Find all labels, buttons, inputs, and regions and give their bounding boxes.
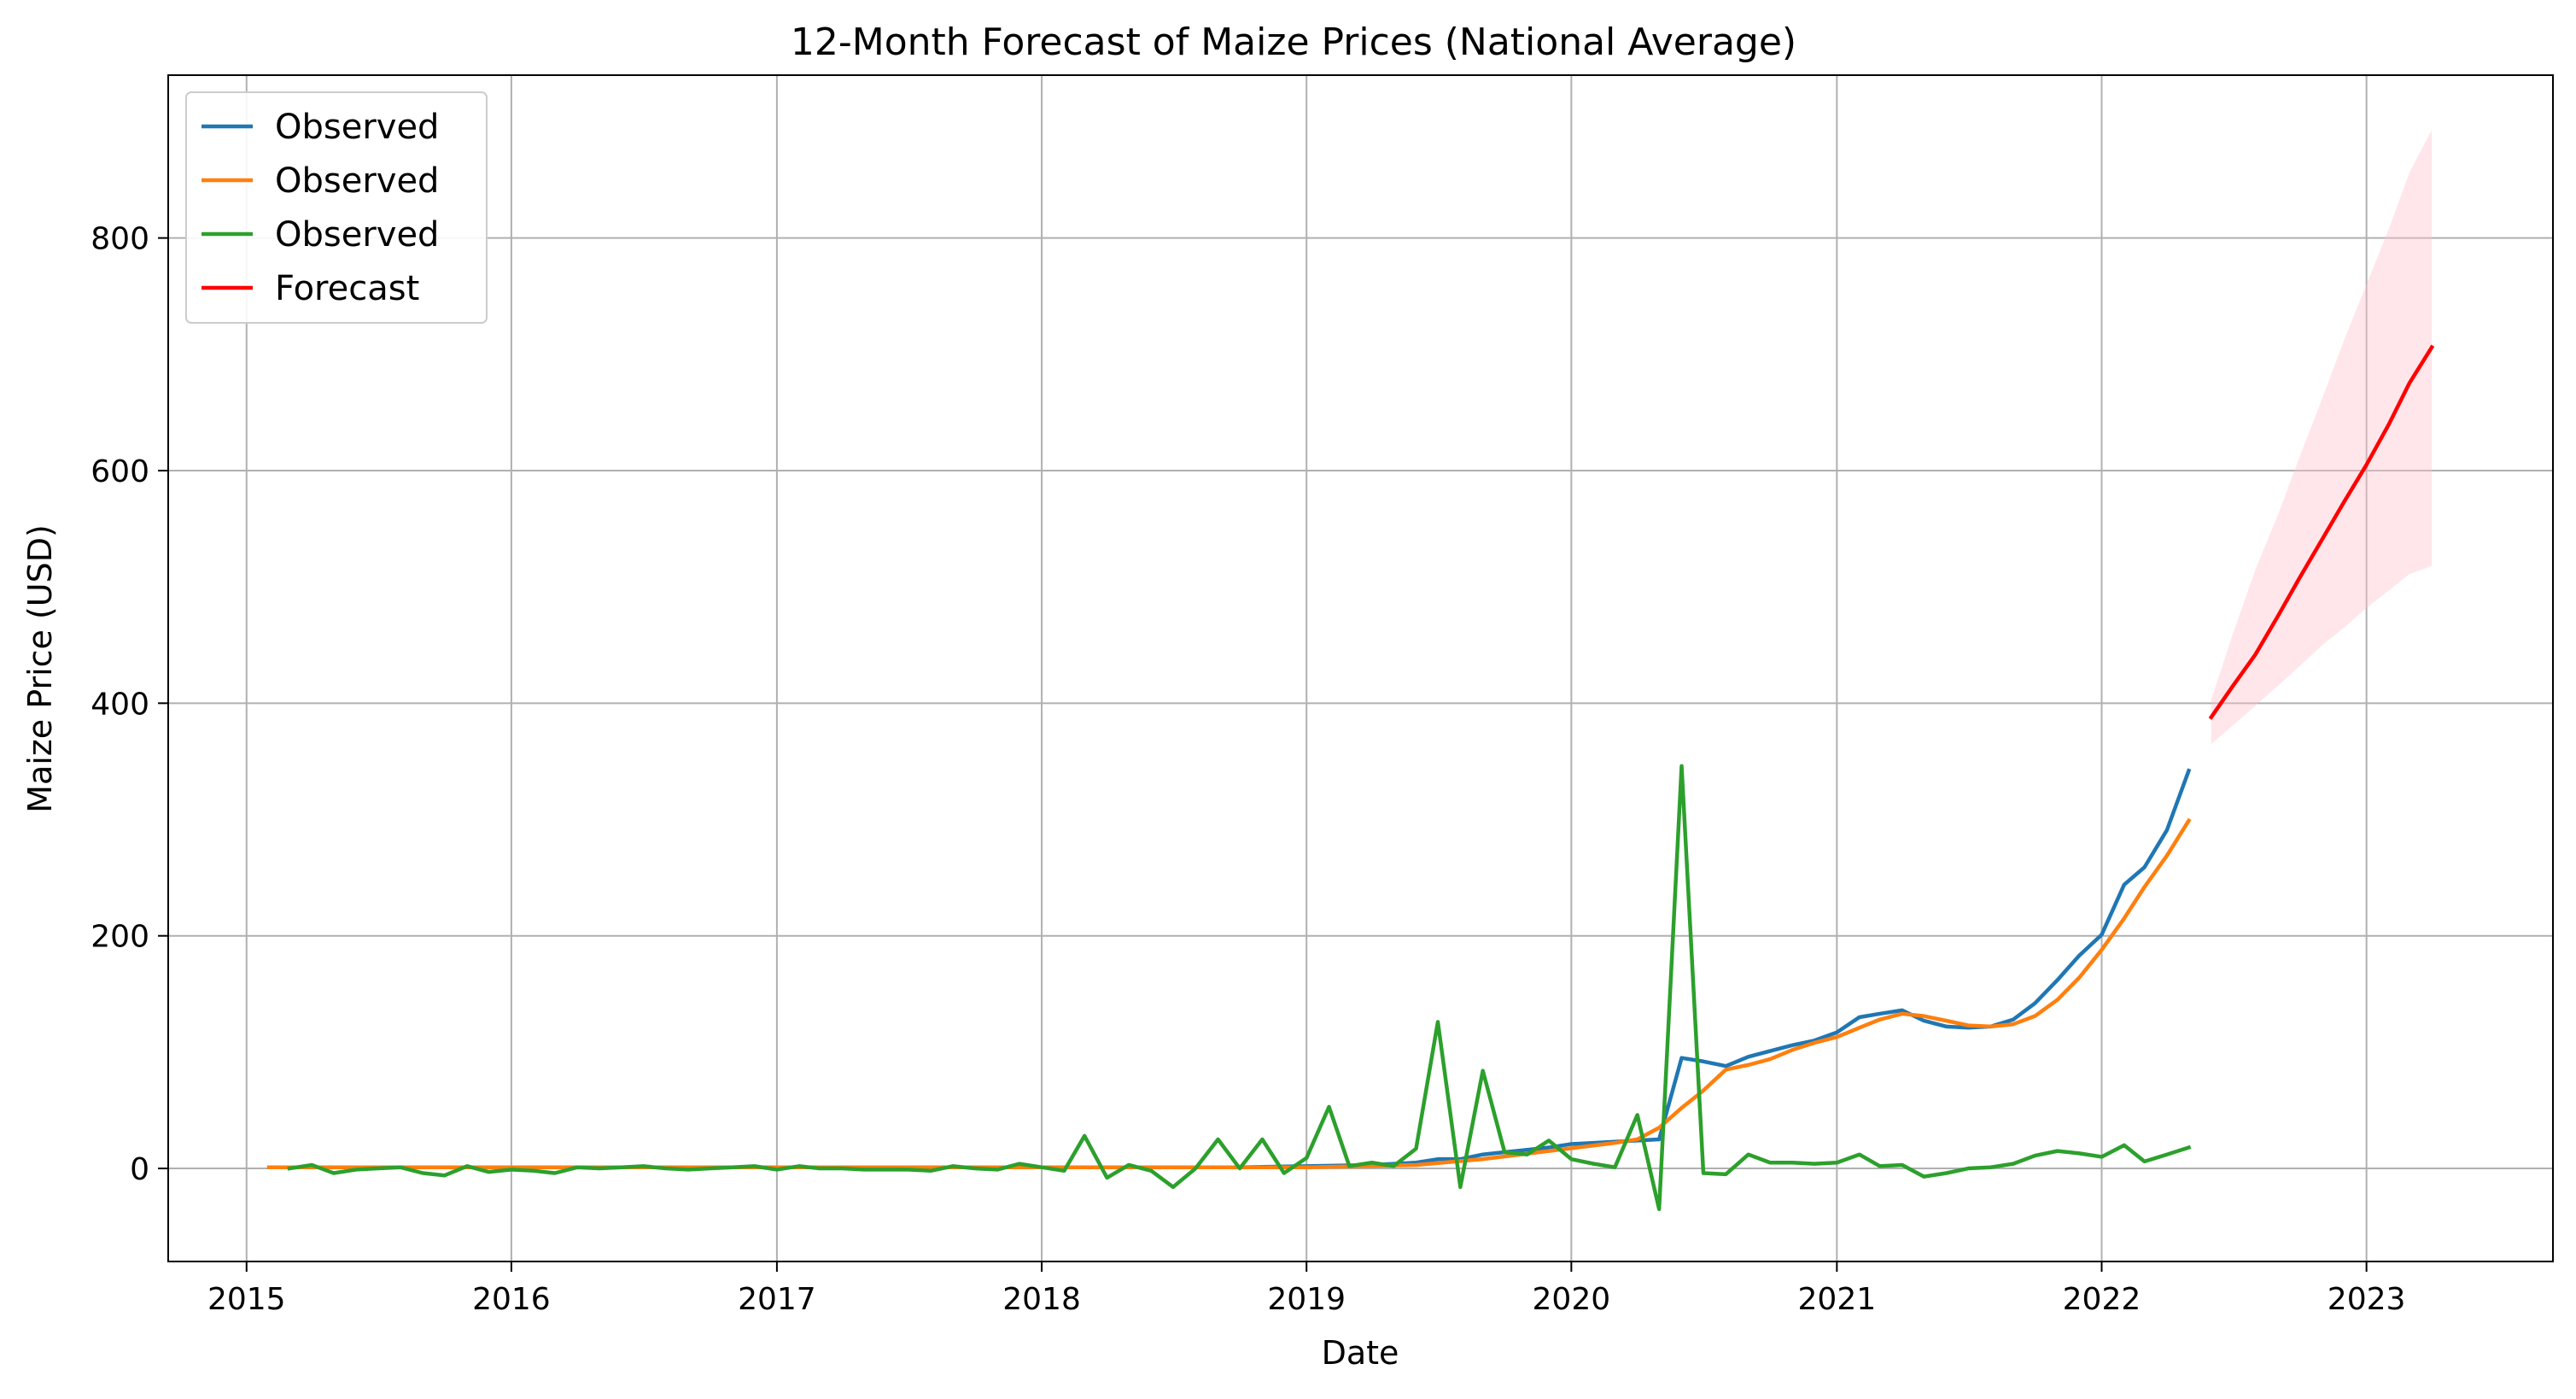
observed-line-orange: [266, 817, 2192, 1169]
forecast-line: [2208, 344, 2435, 720]
legend-label: Observed: [275, 161, 439, 201]
confidence-band-layer: [2211, 130, 2433, 745]
x-tick-label: 2015: [207, 1282, 286, 1317]
x-tick-label: 2019: [1267, 1282, 1346, 1317]
y-tick-label: 0: [130, 1152, 149, 1187]
legend-box: [185, 91, 488, 324]
plot-frame: [167, 74, 2554, 1262]
observed-line-green: [287, 764, 2192, 1211]
y-tick-label: 400: [91, 687, 149, 722]
x-tick-label: 2016: [472, 1282, 551, 1317]
x-tick-label: 2020: [1533, 1282, 1611, 1317]
series-layer: [266, 344, 2435, 1211]
grid: [168, 75, 2553, 1261]
x-tick-label: 2021: [1798, 1282, 1877, 1317]
forecast-confidence-band: [2211, 130, 2433, 745]
x-tick-label: 2022: [2063, 1282, 2141, 1317]
legend: Observed Observed Observed Forecast: [185, 91, 488, 324]
y-axis-label: Maize Price (USD): [21, 524, 59, 813]
legend-label: Observed: [275, 108, 439, 147]
x-axis-label: Date: [1322, 1334, 1399, 1372]
y-tick-label: 200: [91, 920, 149, 955]
y-tick-label: 800: [91, 222, 149, 257]
x-tick-label: 2023: [2328, 1282, 2406, 1317]
x-tick-label: 2018: [1002, 1282, 1081, 1317]
legend-label: Forecast: [275, 269, 419, 308]
legend-label: Observed: [275, 215, 439, 255]
tick-layer: 2015 2016 2017 2018 2019 2020 2021 2022 2023 0 200…: [91, 222, 2405, 1317]
y-tick-label: 600: [91, 454, 149, 489]
x-tick-label: 2017: [738, 1282, 816, 1317]
chart-title: 12-Month Forecast of Maize Prices (Natio…: [791, 20, 1796, 64]
